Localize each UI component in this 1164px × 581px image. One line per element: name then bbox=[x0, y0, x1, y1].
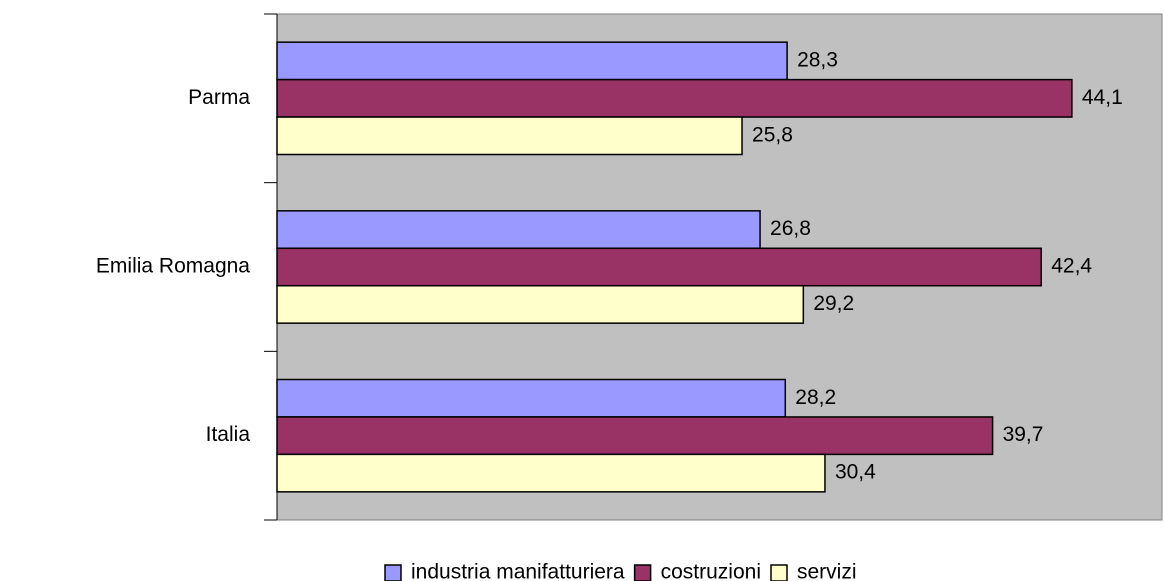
bar bbox=[276, 284, 805, 324]
value-label: 28,3 bbox=[797, 48, 838, 71]
value-label: 30,4 bbox=[835, 461, 876, 484]
value-label: 29,2 bbox=[813, 292, 854, 315]
bar bbox=[276, 416, 994, 456]
value-label: 39,7 bbox=[1003, 423, 1044, 446]
bar bbox=[276, 116, 743, 156]
category-label: Italia bbox=[206, 423, 251, 446]
bar bbox=[276, 78, 1073, 118]
category-label: Emilia Romagna bbox=[96, 255, 250, 278]
legend-swatch bbox=[633, 564, 652, 581]
legend-swatch bbox=[384, 564, 402, 581]
value-label: 42,4 bbox=[1051, 255, 1092, 278]
legend-label: costruzioni bbox=[661, 561, 761, 581]
value-label: 44,1 bbox=[1082, 86, 1123, 109]
value-label: 28,2 bbox=[795, 386, 836, 409]
bar bbox=[276, 247, 1042, 287]
bar bbox=[276, 378, 787, 418]
bar bbox=[276, 210, 761, 250]
bar bbox=[276, 41, 788, 81]
value-label: 26,8 bbox=[770, 217, 811, 240]
legend-label: industria manifatturiera bbox=[411, 561, 625, 581]
category-label: Parma bbox=[188, 86, 250, 109]
value-label: 25,8 bbox=[752, 123, 793, 146]
legend-label: servizi bbox=[797, 561, 857, 581]
bar bbox=[276, 453, 826, 493]
legend-swatch bbox=[770, 564, 788, 581]
